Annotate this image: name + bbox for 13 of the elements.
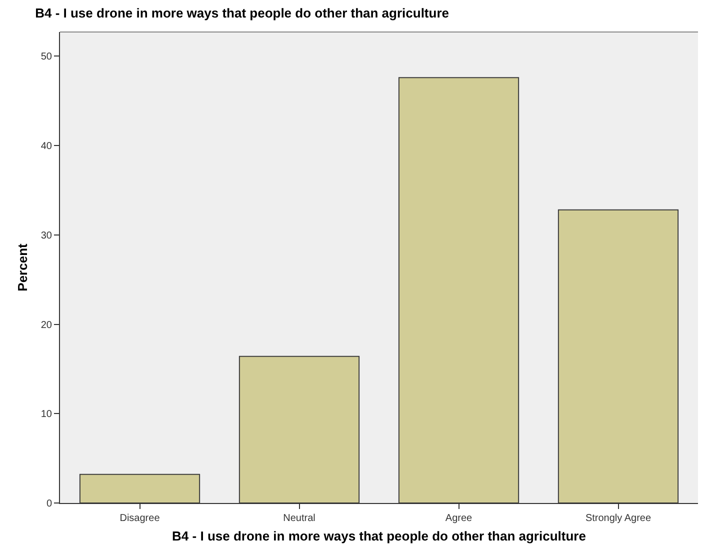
y-tick-label: 30 <box>40 230 52 242</box>
y-tick-label: 40 <box>40 141 52 152</box>
y-axis-title: Percent <box>14 242 30 292</box>
x-tick-label: Neutral <box>283 513 316 524</box>
x-tick-label: Agree <box>445 513 473 524</box>
y-tick-label: 20 <box>40 320 52 331</box>
x-axis-title: B4 - I use drone in more ways that people do other than agriculture <box>172 528 586 544</box>
x-tick-label: Disagree <box>120 513 160 524</box>
y-tick-label: 0 <box>46 498 52 510</box>
y-tick-label: 10 <box>40 409 52 420</box>
x-tick-label: Strongly Agree <box>585 513 652 524</box>
y-tick-label: 50 <box>40 52 52 63</box>
chart-title: B4 - I use drone in more ways that people do other than agriculture <box>35 5 450 20</box>
